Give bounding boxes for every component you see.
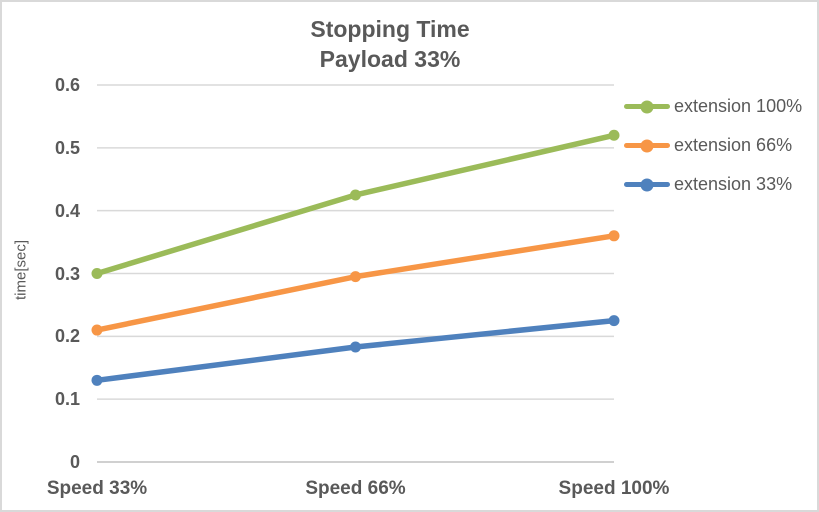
legend-label: extension 33% — [674, 174, 793, 194]
x-category-label: Speed 66% — [305, 478, 406, 499]
y-tick-label: 0.4 — [54, 200, 80, 221]
legend-item: extension 100% — [624, 87, 802, 126]
y-tick-label: 0.3 — [54, 263, 80, 284]
y-tick-label: 0 — [69, 452, 80, 472]
x-category-label: Speed 100% — [558, 478, 670, 499]
data-point-marker — [608, 315, 620, 327]
legend-label: extension 100% — [674, 96, 803, 116]
legend-swatch-dot — [640, 139, 654, 152]
y-tick-label: 0.1 — [54, 389, 80, 410]
data-point-marker — [608, 230, 620, 242]
chart-title-line1: Stopping Time — [310, 16, 470, 42]
legend-swatch-dot — [640, 178, 654, 191]
data-point-marker — [350, 271, 361, 283]
data-point-marker — [91, 324, 103, 336]
data-point-marker — [91, 374, 103, 386]
y-tick-label: 0.6 — [54, 75, 80, 95]
legend-item: extension 66% — [624, 126, 802, 165]
legend-line-marker-swatch — [624, 139, 670, 152]
legend-item: extension 33% — [624, 165, 802, 204]
y-tick-label: 0.2 — [54, 326, 80, 347]
legend: extension 100% extension 66% extension 33% — [624, 87, 802, 204]
data-point-marker — [608, 129, 620, 141]
data-point-marker — [91, 268, 103, 279]
y-tick-label: 0.5 — [54, 137, 80, 158]
legend-line-marker-swatch — [624, 178, 670, 191]
chart-title-line2: Payload 33% — [319, 46, 461, 72]
legend-swatch-dot — [640, 100, 654, 113]
data-point-marker — [350, 189, 361, 201]
chart-title: Stopping Time Payload 33% — [310, 14, 469, 74]
series-line-extension-100- — [94, 132, 617, 277]
x-category-label: Speed 33% — [46, 478, 148, 499]
legend-line-marker-swatch — [624, 100, 670, 113]
data-point-marker — [350, 341, 361, 353]
legend-label: extension 66% — [674, 135, 793, 155]
